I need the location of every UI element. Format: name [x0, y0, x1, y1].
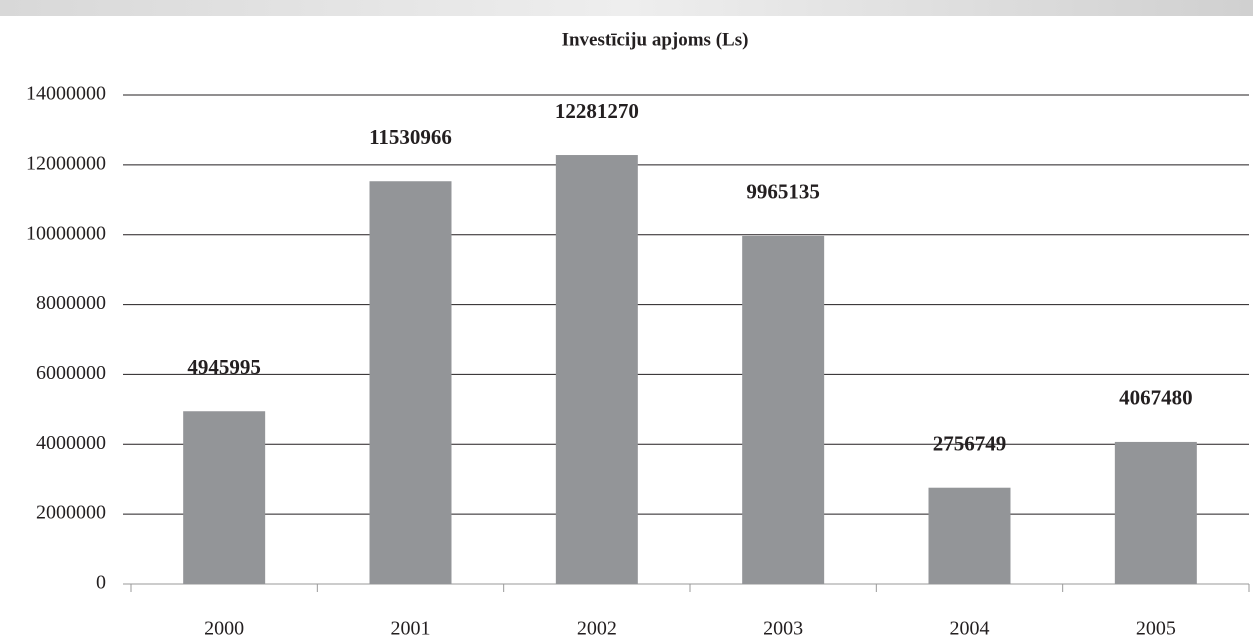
data-label: 4945995 — [187, 355, 261, 379]
y-tick-label: 12000000 — [26, 152, 106, 174]
bar — [369, 181, 452, 584]
data-label: 12281270 — [555, 99, 639, 123]
bar — [928, 487, 1011, 584]
bar — [183, 411, 266, 584]
y-tick-label: 14000000 — [26, 83, 106, 105]
y-tick-label: 6000000 — [36, 362, 106, 384]
x-tick-label: 2002 — [577, 618, 617, 638]
y-tick-label: 0 — [96, 572, 106, 594]
bar — [742, 235, 825, 584]
data-label: 9965135 — [746, 180, 820, 204]
x-tick-label: 2000 — [204, 618, 244, 638]
y-tick-label: 8000000 — [36, 292, 106, 314]
x-tick-label: 2001 — [391, 618, 431, 638]
y-tick-label: 2000000 — [36, 502, 106, 524]
bar — [555, 155, 638, 584]
data-label: 11530966 — [369, 125, 452, 149]
x-tick-label: 2003 — [763, 618, 803, 638]
chart-title: Investīciju apjoms (Ls) — [562, 29, 749, 50]
header-strip — [0, 0, 1253, 16]
data-label: 4067480 — [1119, 386, 1193, 410]
x-tick-label: 2005 — [1136, 618, 1176, 638]
y-tick-label: 10000000 — [26, 222, 106, 244]
y-tick-label: 4000000 — [36, 432, 106, 454]
data-label: 2756749 — [933, 432, 1007, 456]
x-tick-label: 2004 — [950, 618, 990, 638]
bar — [1114, 441, 1197, 584]
